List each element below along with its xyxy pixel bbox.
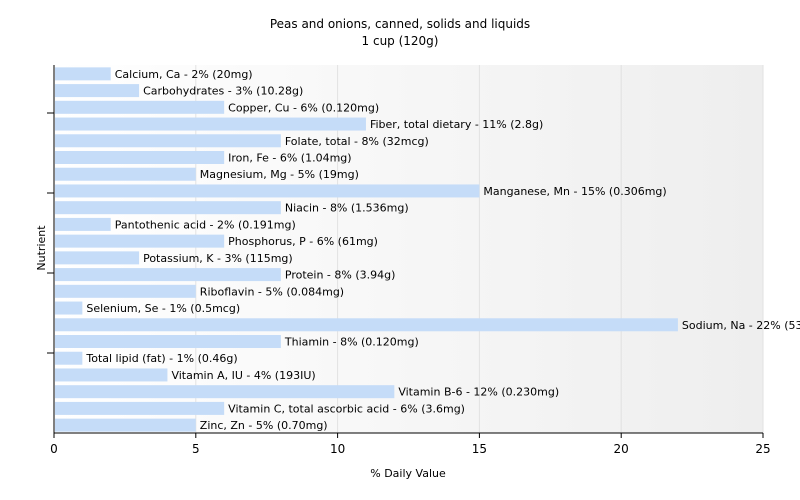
bar: [55, 401, 225, 415]
bar-label: Calcium, Ca - 2% (20mg): [115, 68, 253, 81]
bar: [55, 217, 111, 231]
bar-label: Vitamin A, IU - 4% (193IU): [171, 369, 315, 382]
bar-label: Magnesium, Mg - 5% (19mg): [200, 168, 359, 181]
x-tick-label: 20: [614, 442, 629, 456]
x-axis-label: % Daily Value: [370, 467, 446, 480]
chart-title: Peas and onions, canned, solids and liqu…: [270, 17, 530, 31]
bar-label: Potassium, K - 3% (115mg): [143, 252, 293, 265]
bar: [55, 184, 480, 198]
bar: [55, 351, 83, 365]
bar: [55, 100, 225, 114]
bar-label: Total lipid (fat) - 1% (0.46g): [85, 352, 237, 365]
bar: [55, 67, 111, 81]
bar: [55, 385, 395, 399]
x-ticks: 0 5 10 15 20 25: [50, 433, 771, 456]
bar: [55, 268, 281, 282]
bar: [55, 134, 281, 148]
bar-label: Pantothenic acid - 2% (0.191mg): [115, 218, 296, 231]
bar-labels: Calcium, Ca - 2% (20mg) Carbohydrates - 3…: [85, 68, 800, 432]
bar: [55, 368, 168, 382]
bar-label: Fiber, total dietary - 11% (2.8g): [370, 118, 543, 131]
bar: [55, 318, 678, 332]
axes: [47, 65, 763, 434]
x-tick-label: 0: [50, 442, 58, 456]
bar-label: Riboflavin - 5% (0.084mg): [200, 285, 344, 298]
bar-label: Selenium, Se - 1% (0.5mcg): [86, 302, 240, 315]
bar-label: Zinc, Zn - 5% (0.70mg): [200, 419, 328, 432]
bar-label: Manganese, Mn - 15% (0.306mg): [483, 185, 666, 198]
bars: [55, 67, 678, 432]
bar-label: Protein - 8% (3.94g): [285, 269, 396, 282]
x-tick-label: 10: [330, 442, 345, 456]
bar-label: Folate, total - 8% (32mcg): [285, 135, 429, 148]
bar: [55, 301, 83, 315]
bar-label: Thiamin - 8% (0.120mg): [284, 336, 419, 349]
bar: [55, 234, 225, 248]
chart-subtitle: 1 cup (120g): [362, 34, 439, 48]
bar: [55, 84, 140, 98]
x-tick-label: 25: [755, 442, 770, 456]
x-tick-label: 5: [192, 442, 200, 456]
bar: [55, 117, 366, 131]
bar: [55, 284, 196, 298]
bar: [55, 418, 196, 432]
bar: [55, 335, 281, 348]
y-axis-label: Nutrient: [35, 225, 48, 271]
x-tick-label: 15: [472, 442, 487, 456]
bar-label: Copper, Cu - 6% (0.120mg): [228, 101, 379, 114]
bar: [55, 167, 196, 181]
bar: [55, 151, 225, 164]
bar-label: Vitamin C, total ascorbic acid - 6% (3.6…: [228, 402, 465, 415]
bar: [55, 201, 281, 215]
bar-label: Iron, Fe - 6% (1.04mg): [228, 152, 351, 165]
bar-label: Vitamin B-6 - 12% (0.230mg): [398, 386, 559, 399]
bar: [55, 251, 140, 265]
bar-label: Sodium, Na - 22% (530mg): [682, 319, 800, 332]
bar-label: Niacin - 8% (1.536mg): [285, 202, 409, 215]
bar-label: Carbohydrates - 3% (10.28g): [143, 85, 303, 98]
bar-label: Phosphorus, P - 6% (61mg): [228, 235, 378, 248]
